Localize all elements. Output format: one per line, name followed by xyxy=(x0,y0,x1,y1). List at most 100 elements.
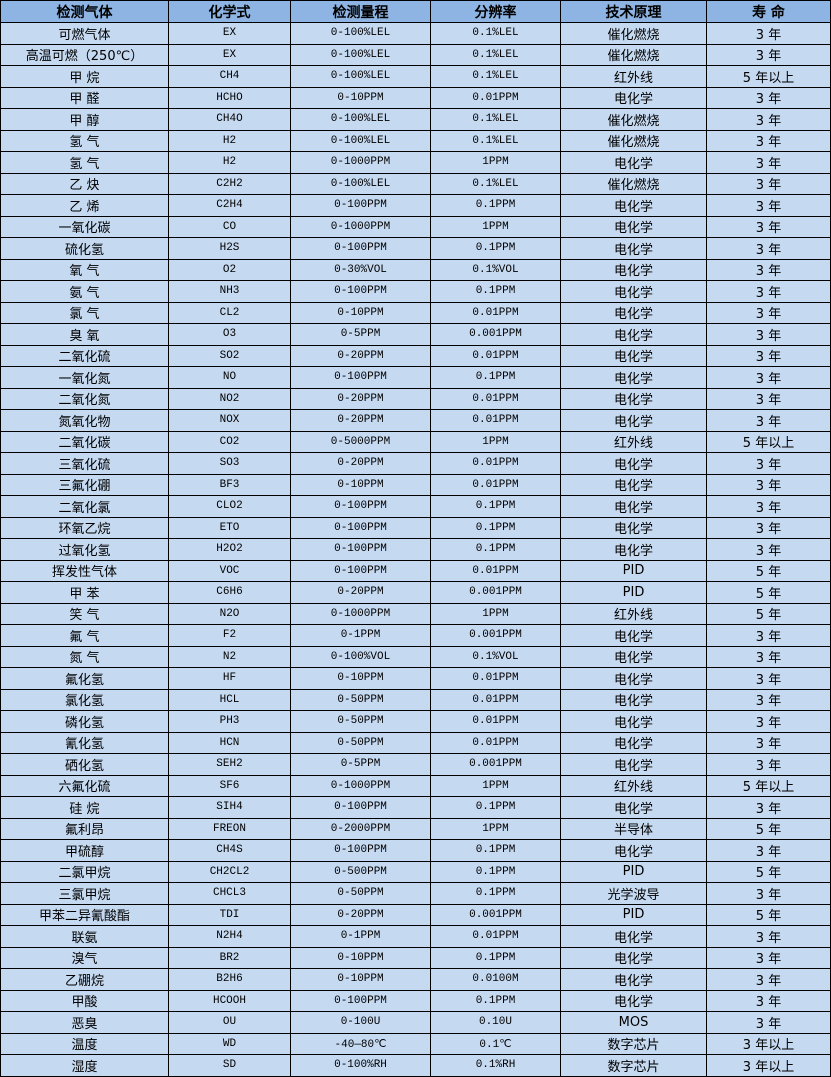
cell-range: 0-1000PPM xyxy=(290,215,431,238)
table-row: 硅 烷 SIH4 0-100PPM 0.1PPM 电化学 3 年 xyxy=(0,796,831,819)
header-principle: 技术原理 xyxy=(560,0,707,23)
cell-lifespan: 3 年 xyxy=(706,753,831,776)
cell-principle: 催化燃烧 xyxy=(560,22,707,45)
cell-principle: 电化学 xyxy=(560,796,707,819)
cell-lifespan: 3 年 xyxy=(706,237,831,260)
cell-range: 0-100%LEL xyxy=(290,22,431,45)
cell-principle: 电化学 xyxy=(560,194,707,217)
cell-formula: TDI xyxy=(168,903,291,926)
cell-principle: 红外线 xyxy=(560,774,707,797)
header-lifespan: 寿 命 xyxy=(706,0,831,23)
cell-principle: 电化学 xyxy=(560,473,707,496)
cell-resolution: 0.01PPM xyxy=(430,301,561,324)
cell-range: 0-20PPM xyxy=(290,344,431,367)
cell-range: 0-500PPM xyxy=(290,860,431,883)
cell-range: 0-1000PPM xyxy=(290,774,431,797)
cell-resolution: 0.01PPM xyxy=(430,387,561,410)
cell-lifespan: 3 年 xyxy=(706,22,831,45)
cell-resolution: 0.01PPM xyxy=(430,344,561,367)
cell-resolution: 0.01PPM xyxy=(430,688,561,711)
cell-formula: C6H6 xyxy=(168,581,291,604)
table-row: 挥发性气体 VOC 0-100PPM 0.01PPM PID 5 年 xyxy=(0,559,831,582)
cell-resolution: 0.1PPM xyxy=(430,280,561,303)
table-row: 磷化氢 PH3 0-50PPM 0.01PPM 电化学 3 年 xyxy=(0,710,831,733)
cell-lifespan: 3 年 xyxy=(706,796,831,819)
cell-lifespan: 5 年 xyxy=(706,817,831,840)
cell-formula: HCN xyxy=(168,731,291,754)
cell-range: 0-100PPM xyxy=(290,796,431,819)
cell-principle: 电化学 xyxy=(560,452,707,475)
cell-formula: NO xyxy=(168,366,291,389)
cell-principle: 电化学 xyxy=(560,323,707,346)
table-row: 恶臭 OU 0-100U 0.10U MOS 3 年 xyxy=(0,1011,831,1034)
cell-formula: B2H6 xyxy=(168,968,291,991)
cell-resolution: 0.1PPM xyxy=(430,495,561,518)
cell-formula: HCL xyxy=(168,688,291,711)
cell-range: 0-100PPM xyxy=(290,839,431,862)
cell-gas: 恶臭 xyxy=(0,1011,169,1034)
table-row: 湿度 SD 0-100%RH 0.1%RH 数字芯片 3 年以上 xyxy=(0,1054,831,1077)
table-row: 氢 气 H2 0-1000PPM 1PPM 电化学 3 年 xyxy=(0,151,831,174)
cell-resolution: 0.1PPM xyxy=(430,839,561,862)
cell-lifespan: 3 年 xyxy=(706,452,831,475)
cell-formula: CH4S xyxy=(168,839,291,862)
cell-resolution: 0.001PPM xyxy=(430,323,561,346)
cell-lifespan: 3 年 xyxy=(706,925,831,948)
cell-principle: 数字芯片 xyxy=(560,1054,707,1077)
cell-principle: 电化学 xyxy=(560,366,707,389)
cell-formula: N2O xyxy=(168,602,291,625)
cell-principle: 催化燃烧 xyxy=(560,172,707,195)
cell-formula: HF xyxy=(168,667,291,690)
cell-resolution: 0.1%LEL xyxy=(430,172,561,195)
cell-lifespan: 3 年 xyxy=(706,194,831,217)
cell-formula: CH4 xyxy=(168,65,291,88)
table-row: 氟 气 F2 0-1PPM 0.001PPM 电化学 3 年 xyxy=(0,624,831,647)
cell-resolution: 0.1PPM xyxy=(430,796,561,819)
cell-principle: 电化学 xyxy=(560,688,707,711)
cell-range: 0-100%LEL xyxy=(290,65,431,88)
cell-lifespan: 3 年 xyxy=(706,731,831,754)
cell-principle: MOS xyxy=(560,1011,707,1034)
cell-formula: CO xyxy=(168,215,291,238)
cell-principle: 电化学 xyxy=(560,151,707,174)
table-row: 二氯甲烷 CH2CL2 0-500PPM 0.1PPM PID 5 年 xyxy=(0,860,831,883)
cell-resolution: 0.1PPM xyxy=(430,860,561,883)
cell-lifespan: 5 年 xyxy=(706,602,831,625)
cell-lifespan: 3 年 xyxy=(706,989,831,1012)
cell-principle: PID xyxy=(560,903,707,926)
cell-resolution: 0.1PPM xyxy=(430,989,561,1012)
cell-resolution: 0.1℃ xyxy=(430,1032,561,1055)
cell-gas: 乙 炔 xyxy=(0,172,169,195)
cell-principle: 电化学 xyxy=(560,839,707,862)
cell-gas: 可燃气体 xyxy=(0,22,169,45)
cell-formula: FREON xyxy=(168,817,291,840)
table-row: 硒化氢 SEH2 0-5PPM 0.001PPM 电化学 3 年 xyxy=(0,753,831,776)
cell-resolution: 0.1%LEL xyxy=(430,108,561,131)
cell-range: 0-100%LEL xyxy=(290,172,431,195)
cell-formula: EX xyxy=(168,22,291,45)
cell-formula: H2 xyxy=(168,129,291,152)
cell-principle: 催化燃烧 xyxy=(560,43,707,66)
cell-formula: ETO xyxy=(168,516,291,539)
header-resolution: 分辨率 xyxy=(430,0,561,23)
cell-gas: 乙 烯 xyxy=(0,194,169,217)
cell-formula: CO2 xyxy=(168,430,291,453)
cell-formula: CLO2 xyxy=(168,495,291,518)
cell-formula: O2 xyxy=(168,258,291,281)
cell-resolution: 0.01PPM xyxy=(430,559,561,582)
cell-formula: SEH2 xyxy=(168,753,291,776)
cell-gas: 甲 醛 xyxy=(0,86,169,109)
table-row: 三氯甲烷 CHCL3 0-50PPM 0.1PPM 光学波导 3 年 xyxy=(0,882,831,905)
cell-lifespan: 3 年 xyxy=(706,151,831,174)
cell-resolution: 1PPM xyxy=(430,151,561,174)
cell-range: 0-50PPM xyxy=(290,882,431,905)
cell-gas: 氮 气 xyxy=(0,645,169,668)
table-row: 笑 气 N2O 0-1000PPM 1PPM 红外线 5 年 xyxy=(0,602,831,625)
cell-formula: OU xyxy=(168,1011,291,1034)
cell-gas: 氟利昂 xyxy=(0,817,169,840)
cell-range: 0-100%RH xyxy=(290,1054,431,1077)
cell-principle: 电化学 xyxy=(560,237,707,260)
table-row: 三氧化硫 SO3 0-20PPM 0.01PPM 电化学 3 年 xyxy=(0,452,831,475)
table-row: 可燃气体 EX 0-100%LEL 0.1%LEL 催化燃烧 3 年 xyxy=(0,22,831,45)
